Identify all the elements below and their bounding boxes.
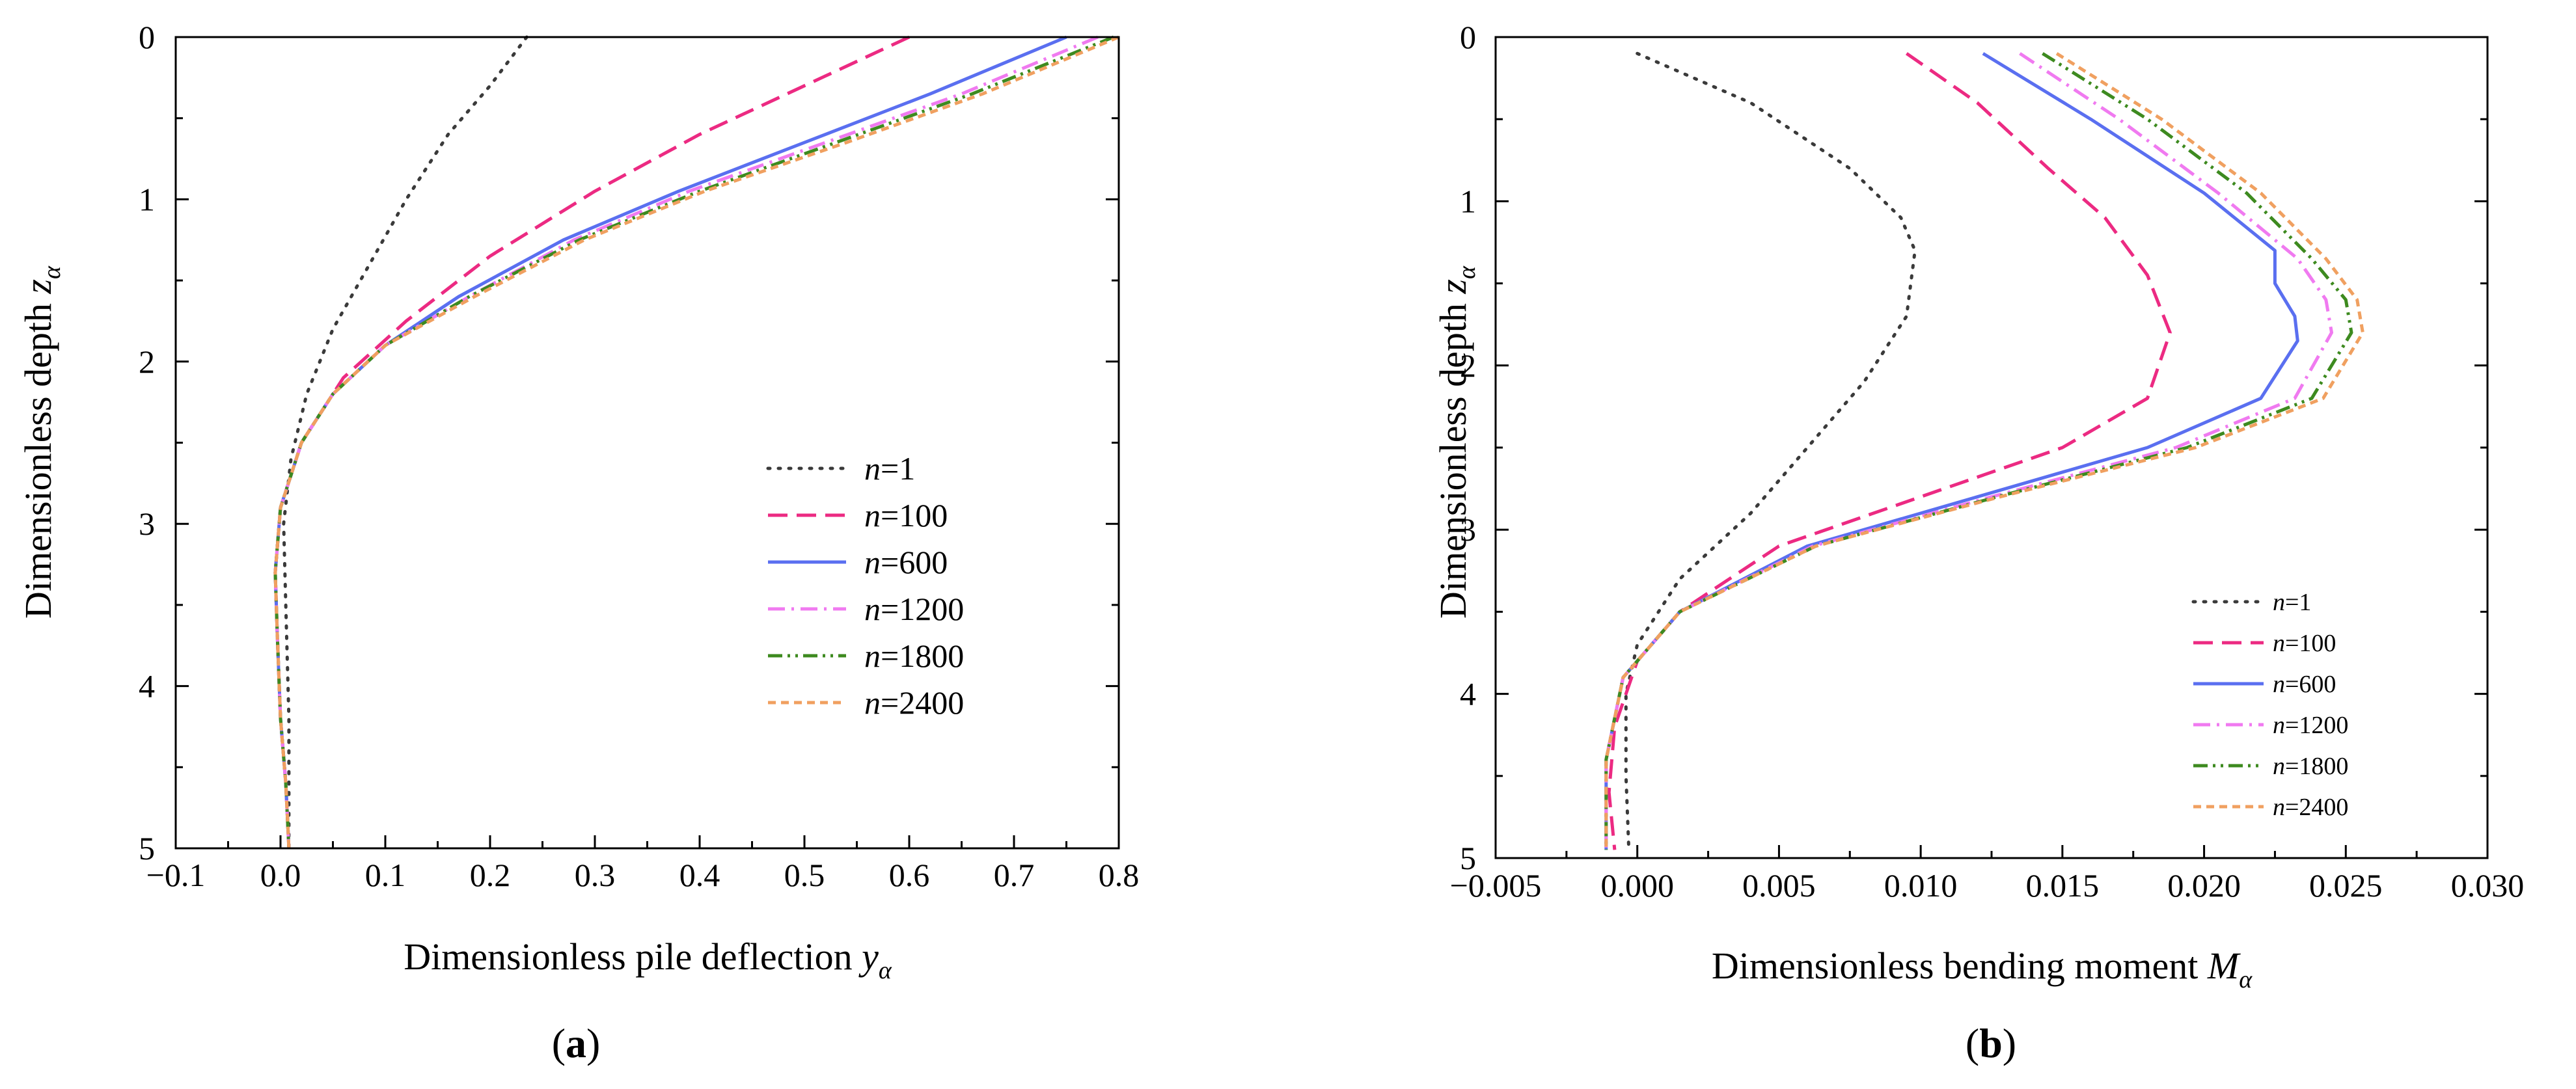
chart-a-x-tick-label: 0.7 (994, 857, 1035, 893)
chart-b-y-tick-label: 4 (1460, 676, 1476, 712)
chart-a-y-tick-label: 1 (139, 181, 155, 217)
chart-b-x-tick-label: 0.025 (2309, 867, 2383, 904)
chart-a-legend-label: n=100 (864, 497, 948, 533)
chart-b-y-axis-label: Dimensionless depth zα (1432, 265, 1481, 619)
chart-a-x-tick-label: 0.4 (679, 857, 720, 893)
chart-b-series-n1800 (1604, 52, 2353, 850)
chart-b-x-ticks: −0.005 0.000 0.005 0.010 0.015 0.020 0.025 0.03… (1450, 845, 2525, 904)
chart-a-y-tick-label: 0 (139, 19, 155, 55)
chart-b-legend-label: n=1200 (2273, 712, 2348, 739)
chart-a-legend-label: n=1 (864, 450, 915, 487)
chart-b-legend: n=1 n=100 n=600 n=1200 n=1800 n=2400 (2191, 589, 2348, 821)
chart-b-y-tick-label: 0 (1460, 19, 1476, 55)
chart-b-x-tick-label: −0.005 (1450, 867, 1542, 904)
chart-a-panel-label: (a) (552, 1020, 601, 1066)
chart-a-x-tick-label: 0.8 (1099, 857, 1140, 893)
chart-b-series-n1 (1624, 51, 1917, 852)
chart-b-x-tick-label: 0.000 (1600, 867, 1674, 904)
chart-b-legend-label: n=600 (2273, 671, 2336, 698)
chart-a: −0.1 0.0 0.1 0.2 0.3 0.4 0.5 0.6 0.7 0.8 0 1 2 3 4 5 D… (17, 19, 1139, 1066)
chart-b-y-tick-label: 3 (1460, 511, 1476, 548)
chart-a-y-axis-label: Dimensionless depth zα (17, 265, 66, 619)
chart-b-panel-label: (b) (1966, 1020, 2016, 1066)
chart-b-x-tick-label: 0.010 (1884, 867, 1958, 904)
chart-b-series-n1200 (1604, 52, 2333, 850)
chart-a-series-n100 (273, 35, 911, 849)
chart-b: −0.005 0.000 0.005 0.010 0.015 0.020 0.025 0.03… (1432, 19, 2524, 1066)
chart-a-series-n2400 (273, 35, 1119, 849)
chart-a-legend-label: n=2400 (864, 684, 964, 721)
chart-b-legend-label: n=1 (2273, 589, 2311, 616)
chart-a-x-tick-label: 0.1 (365, 857, 406, 893)
chart-b-y-tick-label: 5 (1460, 840, 1476, 876)
chart-a-legend-label: n=600 (864, 544, 948, 580)
chart-a-x-tick-label: −0.1 (146, 857, 206, 893)
chart-b-x-tick-label: 0.015 (2026, 867, 2100, 904)
chart-a-series-n1200 (273, 35, 1099, 849)
chart-a-x-axis-label: Dimensionless pile deflection yα (404, 935, 892, 984)
chart-a-frame (174, 36, 1120, 850)
chart-a-y-ticks: 0 1 2 3 4 5 (139, 19, 1119, 867)
chart-a-x-tick-label: 0.0 (260, 857, 301, 893)
chart-a-series-n1 (282, 35, 528, 850)
chart-b-legend-label: n=1800 (2273, 753, 2348, 780)
chart-b-y-tick-label: 2 (1460, 347, 1476, 384)
chart-b-x-axis-label: Dimensionless bending moment Mα (1712, 945, 2253, 993)
chart-a-x-tick-label: 0.2 (470, 857, 511, 893)
chart-b-series-layer (1604, 51, 2364, 852)
chart-a-x-tick-label: 0.5 (784, 857, 825, 893)
chart-b-legend-label: n=2400 (2273, 794, 2348, 821)
chart-b-x-tick-label: 0.005 (1742, 867, 1816, 904)
chart-a-legend-label: n=1800 (864, 638, 964, 674)
chart-b-y-tick-label: 1 (1460, 183, 1476, 219)
chart-b-y-ticks: 0 1 2 3 4 5 (1460, 19, 2487, 876)
chart-a-x-tick-label: 0.3 (575, 857, 616, 893)
chart-a-legend-label: n=1200 (864, 591, 964, 627)
chart-b-series-n2400 (1604, 52, 2364, 850)
chart-a-x-tick-label: 0.6 (889, 857, 930, 893)
chart-b-x-tick-label: 0.020 (2167, 867, 2241, 904)
chart-a-y-tick-label: 4 (139, 668, 155, 705)
chart-a-x-ticks: −0.1 0.0 0.1 0.2 0.3 0.4 0.5 0.6 0.7 0.8 (146, 835, 1140, 893)
chart-b-legend-label: n=100 (2273, 630, 2336, 657)
chart-a-series-n600 (273, 35, 1067, 849)
chart-a-series-n1800 (273, 35, 1114, 849)
chart-a-y-tick-label: 3 (139, 505, 155, 542)
chart-a-legend: n=1 n=100 n=600 n=1200 n=1800 n=2400 (766, 450, 964, 721)
chart-b-series-n100 (1607, 52, 2172, 850)
chart-a-y-tick-label: 5 (139, 830, 155, 867)
chart-a-y-tick-label: 2 (139, 343, 155, 380)
chart-a-series-layer (273, 35, 1119, 850)
chart-b-x-tick-label: 0.030 (2451, 867, 2525, 904)
